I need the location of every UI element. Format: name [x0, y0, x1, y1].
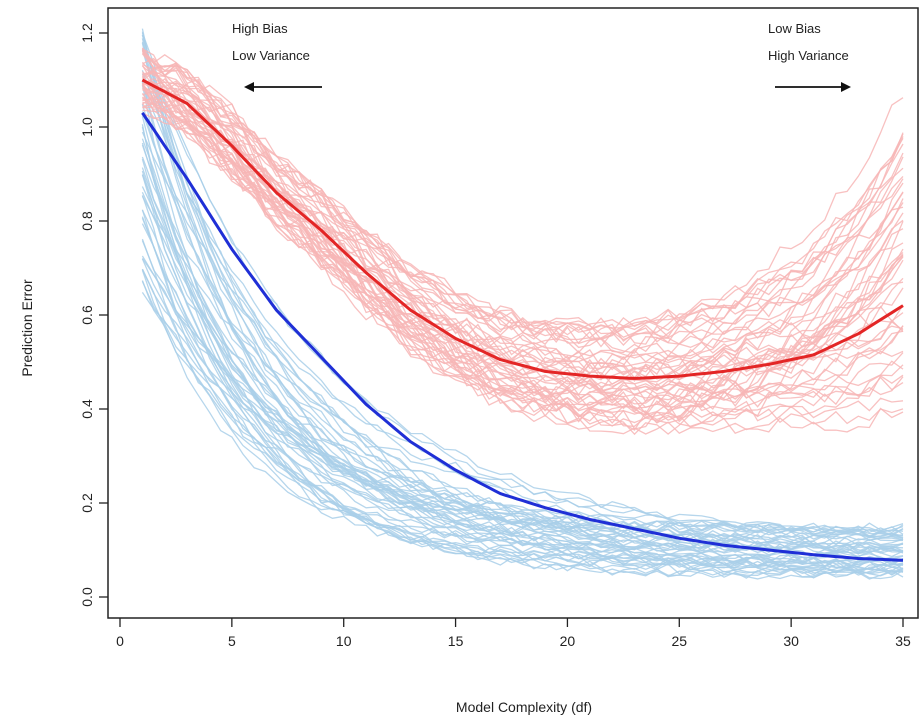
- test-sample-curve: [141, 50, 904, 330]
- test-sample-curve: [141, 93, 904, 427]
- x-tick-label: 30: [783, 633, 799, 649]
- training-error-mean-line: [141, 112, 904, 562]
- test-sample-curve: [141, 70, 904, 375]
- plot-frame: [107, 7, 919, 619]
- y-axis-title: Prediction Error: [19, 279, 35, 377]
- training-sample-curve: [141, 142, 904, 550]
- test-sample-curve: [141, 65, 904, 354]
- training-sample-curve: [141, 34, 904, 546]
- mean-curves: [141, 78, 904, 562]
- sample-curves: [141, 28, 904, 580]
- training-sample-curve: [141, 186, 904, 571]
- y-tick-label: 0.4: [79, 399, 95, 419]
- training-sample-curve: [141, 223, 903, 542]
- training-sample-curve: [141, 41, 904, 537]
- training-sample-curve: [141, 174, 904, 576]
- test-error-mean-line: [141, 78, 904, 380]
- y-tick-label: 0.2: [79, 493, 95, 513]
- test-sample-curve: [142, 101, 904, 411]
- training-sample-curve: [141, 195, 904, 553]
- training-sample-curve: [141, 84, 904, 580]
- training-sample-curve: [141, 34, 904, 554]
- training-sample-curve: [141, 138, 904, 550]
- test-sample-curve: [142, 77, 904, 388]
- right-arrow: [775, 82, 851, 92]
- annotation-high-bias: High Bias: [232, 21, 288, 36]
- training-sample-curve: [141, 174, 904, 561]
- test-sample-curve: [142, 101, 904, 424]
- annotation-low-bias: Low Bias: [768, 21, 821, 36]
- test-sample-curve: [142, 71, 904, 370]
- test-sample-curve: [141, 67, 904, 369]
- training-sample-curve: [141, 28, 904, 553]
- training-sample-curve: [141, 216, 904, 567]
- x-tick-label: 15: [448, 633, 464, 649]
- x-tick-label: 5: [228, 633, 236, 649]
- y-tick-label: 0.6: [79, 305, 95, 325]
- x-axis-title: Model Complexity (df): [456, 699, 592, 715]
- y-tick-label: 0.0: [79, 587, 95, 607]
- test-sample-curve: [141, 61, 904, 354]
- x-tick-label: 35: [895, 633, 911, 649]
- test-sample-curve: [142, 97, 904, 424]
- training-sample-curve: [141, 167, 904, 545]
- x-tick-label: 25: [671, 633, 687, 649]
- y-tick-label: 0.8: [79, 211, 95, 231]
- y-tick-label: 1.0: [79, 117, 95, 137]
- training-sample-curve: [141, 38, 904, 535]
- y-tick-label: 1.2: [79, 23, 95, 43]
- x-tick-label: 20: [560, 633, 576, 649]
- training-sample-curve: [141, 258, 904, 572]
- left-arrow: [244, 82, 322, 92]
- test-sample-curve: [142, 71, 904, 368]
- training-sample-curve: [141, 158, 904, 534]
- test-sample-curve: [142, 98, 904, 413]
- test-sample-curve: [141, 53, 904, 348]
- test-sample-curve: [141, 84, 904, 404]
- x-axis: 0 5 10 15 20 25 30 35: [116, 618, 911, 649]
- training-sample-curve: [141, 31, 904, 577]
- test-sample-curve: [141, 47, 904, 335]
- test-sample-curve: [142, 102, 904, 434]
- training-sample-curve: [141, 156, 904, 572]
- annotation-high-variance: High Variance: [768, 48, 849, 63]
- test-sample-curve: [142, 112, 904, 435]
- annotation-low-variance: Low Variance: [232, 48, 310, 63]
- test-sample-curve: [142, 63, 904, 361]
- y-axis: 0.0 0.2 0.4 0.6 0.8 1.0 1.2: [79, 23, 108, 607]
- test-sample-curve: [141, 103, 904, 436]
- training-sample-curve: [141, 240, 904, 568]
- test-sample-curve: [142, 57, 904, 341]
- x-tick-label: 10: [336, 633, 352, 649]
- test-sample-curve: [142, 81, 904, 381]
- x-tick-label: 0: [116, 633, 124, 649]
- training-sample-curve: [141, 70, 904, 568]
